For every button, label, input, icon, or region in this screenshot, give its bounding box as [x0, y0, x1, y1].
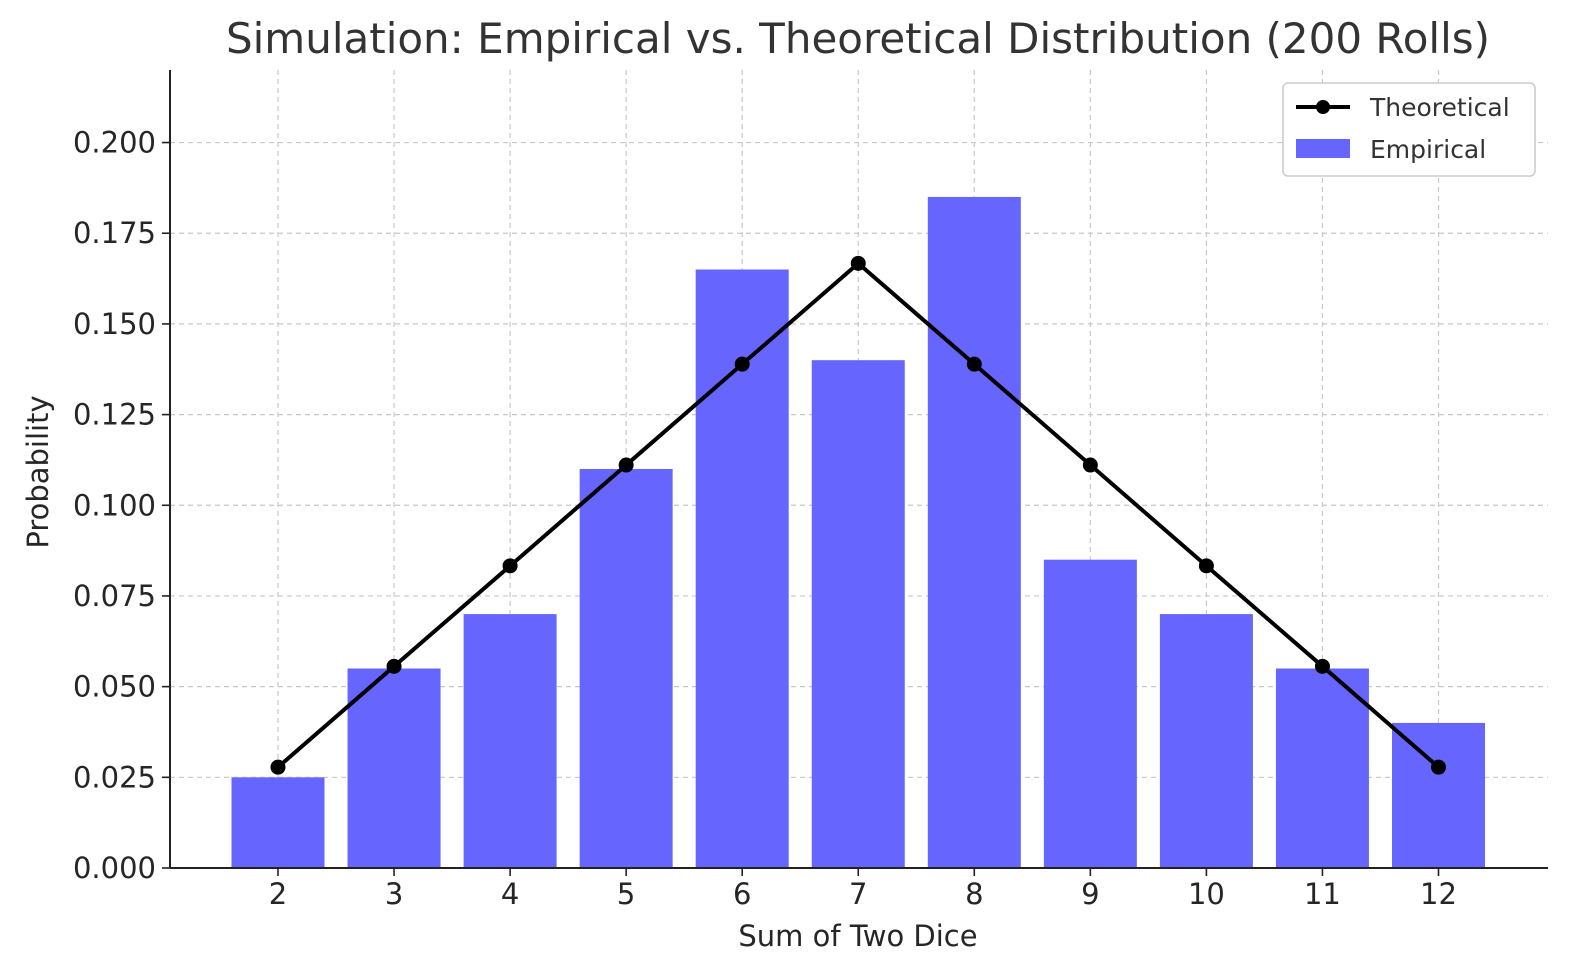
x-tick-label: 6 [733, 877, 751, 911]
tick-layer: 0.000 0.025 0.050 0.075 0.100 0.125 0.150 0.175… [73, 126, 1457, 911]
x-axis-title: Sum of Two Dice [738, 919, 977, 953]
y-tick-label: 0.025 [73, 760, 156, 794]
y-tick-label: 0.075 [73, 579, 156, 613]
y-tick-label: 0.175 [73, 216, 156, 250]
bar-empirical-5 [579, 469, 673, 868]
bar-empirical-7 [811, 360, 905, 868]
bar-empirical-3 [347, 668, 441, 868]
x-tick-label: 3 [385, 877, 403, 911]
bar-empirical-11 [1275, 668, 1369, 868]
x-tick-label: 8 [965, 877, 983, 911]
bar-empirical-9 [1043, 559, 1137, 868]
bar-empirical-12 [1392, 722, 1485, 868]
point-theoretical-9 [1082, 457, 1098, 473]
point-theoretical-3 [386, 658, 402, 674]
x-tick-label: 11 [1304, 877, 1341, 911]
x-tick-label: 5 [617, 877, 635, 911]
bar-empirical-10 [1159, 614, 1253, 868]
point-theoretical-10 [1198, 558, 1214, 574]
legend-empirical-label: Empirical [1370, 135, 1486, 164]
y-tick-label: 0.000 [73, 851, 156, 885]
y-tick-label: 0.050 [73, 670, 156, 704]
legend-theoretical-label: Theoretical [1369, 93, 1510, 122]
y-axis-title: Probability [21, 395, 55, 548]
x-tick-label: 9 [1081, 877, 1099, 911]
x-tick-label: 4 [501, 877, 519, 911]
legend-theoretical-marker [1316, 100, 1330, 114]
point-theoretical-8 [966, 356, 982, 372]
chart-title: Simulation: Empirical vs. Theoretical Di… [226, 14, 1490, 63]
line-layer [270, 255, 1446, 775]
point-theoretical-12 [1431, 759, 1446, 775]
bar-empirical-2 [231, 777, 325, 868]
x-tick-label: 2 [269, 877, 287, 911]
x-tick-label: 10 [1188, 877, 1225, 911]
x-tick-label: 7 [849, 877, 867, 911]
bar-empirical-4 [463, 614, 557, 868]
bar-empirical-8 [927, 196, 1021, 869]
y-tick-label: 0.200 [73, 126, 156, 160]
y-tick-label: 0.125 [73, 398, 156, 432]
point-theoretical-11 [1314, 658, 1330, 674]
point-theoretical-6 [734, 356, 750, 372]
point-theoretical-7 [850, 255, 866, 271]
point-theoretical-4 [502, 558, 518, 574]
x-tick-label: 12 [1420, 877, 1457, 911]
legend: Theoretical Empirical [1282, 82, 1536, 177]
point-theoretical-2 [270, 759, 286, 775]
legend-empirical-swatch [1296, 139, 1350, 158]
y-tick-label: 0.100 [73, 488, 156, 522]
point-theoretical-5 [618, 457, 634, 473]
y-tick-label: 0.150 [73, 307, 156, 341]
